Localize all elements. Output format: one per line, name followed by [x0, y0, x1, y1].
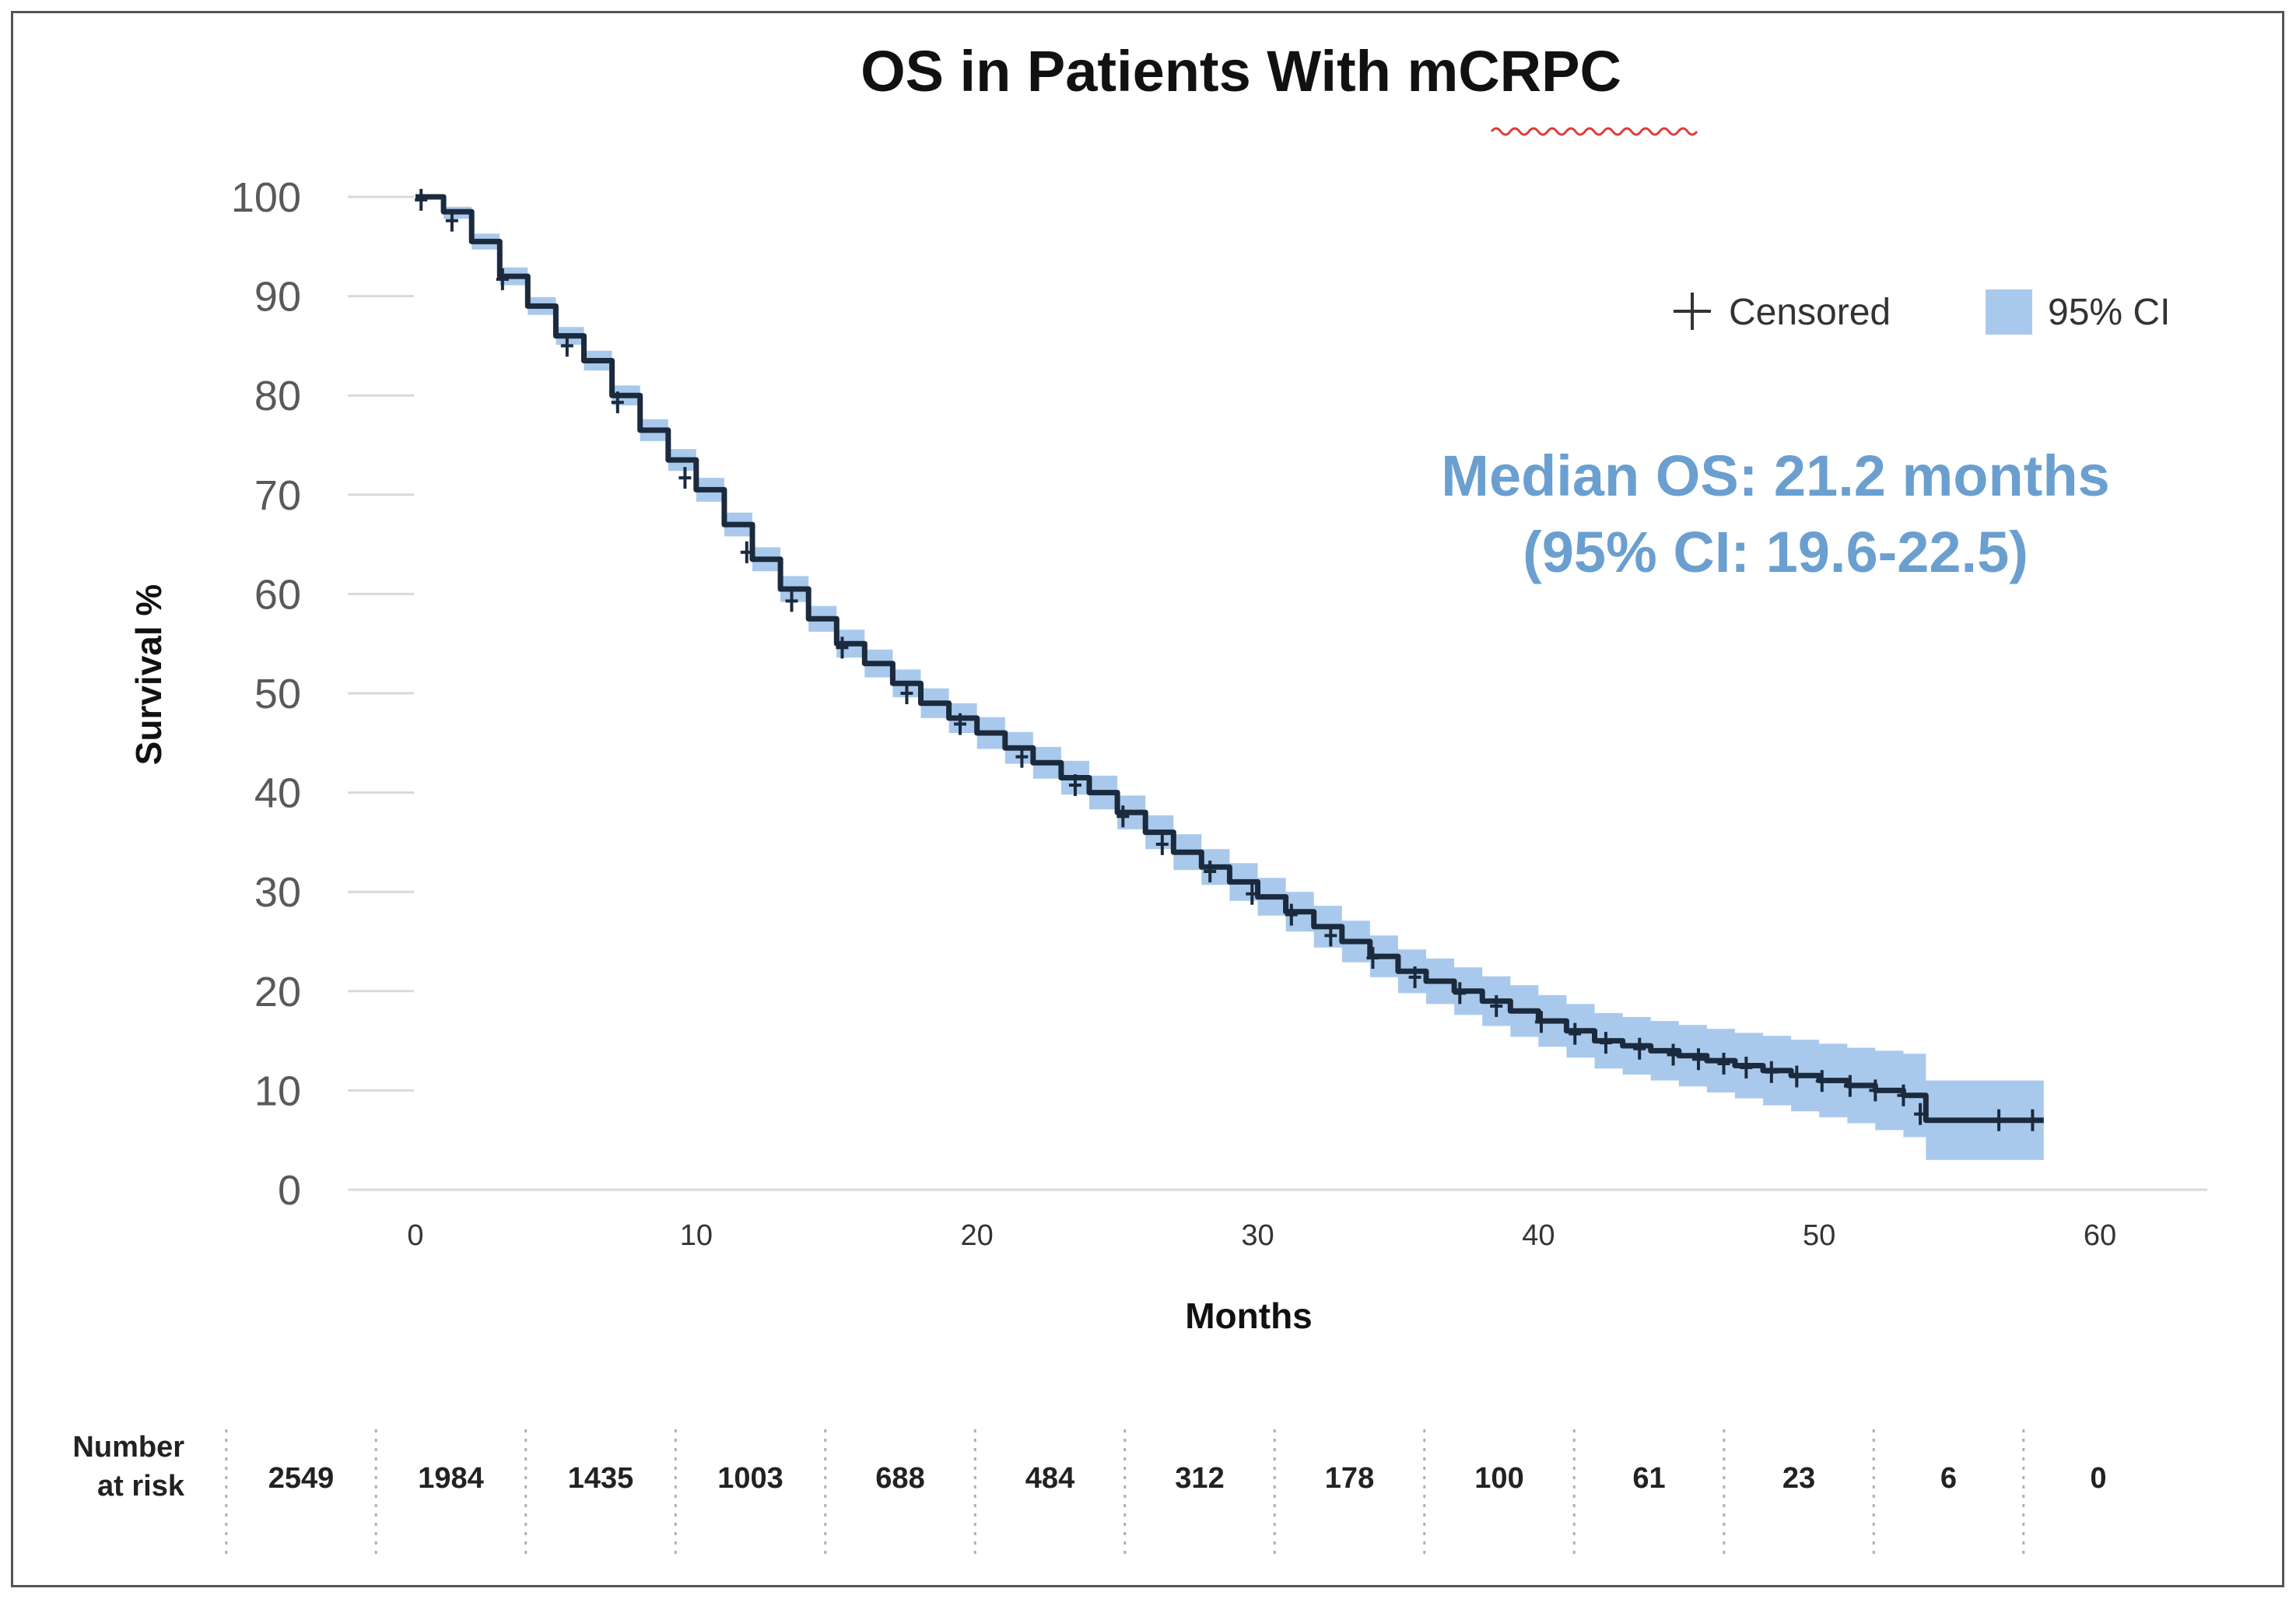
y-tick-90: 90: [254, 274, 301, 321]
legend-censored-marker: [1674, 293, 1711, 330]
gridlines: [348, 195, 2207, 1191]
survival-curve-layer: [415, 194, 2044, 1124]
risk-value: 1984: [418, 1462, 484, 1495]
censor-mark: [496, 268, 509, 290]
censor-mark: [1790, 1065, 1803, 1088]
legend-ci-swatch: [1986, 289, 2032, 335]
censor-mark: [1534, 1011, 1548, 1033]
risk-value: 484: [1025, 1462, 1074, 1495]
x-tick-50: 50: [1803, 1219, 1835, 1252]
risk-value: 61: [1632, 1462, 1665, 1495]
censor-mark: [1897, 1084, 1910, 1106]
censor-marks-layer: [415, 188, 2039, 1131]
censor-mark: [1490, 994, 1503, 1017]
y-tick-80: 80: [254, 373, 301, 419]
risk-value: 312: [1175, 1462, 1224, 1495]
figure-frame: 0 10 20 30 40 50 60 70 80 90 100 0 10 20 30 40 50 60 OS …: [11, 11, 2284, 1587]
censor-mark: [1633, 1037, 1646, 1060]
x-tick-10: 10: [680, 1219, 713, 1252]
y-tick-labels: 0 10 20 30 40 50 60 70 80 90 100: [231, 174, 301, 1214]
risk-value: 688: [875, 1462, 924, 1495]
censor-mark: [1914, 1103, 1927, 1125]
y-tick-0: 0: [278, 1167, 301, 1214]
censor-mark: [1740, 1057, 1753, 1079]
censor-mark: [740, 541, 753, 563]
censor-mark: [1692, 1048, 1705, 1071]
censor-mark: [1869, 1079, 1882, 1102]
spellcheck-underline: [1490, 127, 1698, 136]
censor-mark: [1155, 833, 1169, 855]
censor-mark: [954, 713, 967, 735]
y-tick-70: 70: [254, 472, 301, 519]
risk-value: 100: [1474, 1462, 1523, 1495]
ci-band: [415, 197, 2044, 1160]
ci-band-layer: [415, 197, 2044, 1160]
censor-mark: [1285, 903, 1298, 926]
legend-censored-label: Censored: [1729, 292, 1891, 333]
censor-mark: [1843, 1075, 1856, 1097]
censor-mark: [785, 590, 798, 612]
x-axis-label: Months: [1185, 1296, 1313, 1336]
median-ci-annotation: (95% CI: 19.6-22.5): [1523, 520, 2028, 584]
censor-mark: [611, 391, 624, 414]
censor-mark: [1015, 745, 1029, 768]
survival-curve: [415, 194, 2044, 1124]
censor-mark: [836, 636, 849, 659]
censor-mark: [560, 335, 573, 357]
y-tick-50: 50: [254, 671, 301, 717]
risk-value: 1003: [717, 1462, 783, 1495]
censor-mark: [1324, 924, 1337, 947]
x-tick-20: 20: [961, 1219, 994, 1252]
censor-mark: [2026, 1109, 2039, 1131]
y-tick-20: 20: [254, 969, 301, 1015]
y-tick-10: 10: [254, 1068, 301, 1114]
censor-mark: [1453, 982, 1467, 1005]
x-tick-40: 40: [1522, 1219, 1555, 1252]
censor-mark: [1993, 1109, 2006, 1131]
y-tick-60: 60: [254, 571, 301, 618]
x-tick-labels: 0 10 20 30 40 50 60: [407, 1219, 2116, 1252]
chart-title: OS in Patients With mCRPC: [861, 39, 1621, 103]
x-tick-60: 60: [2084, 1219, 2116, 1252]
censor-mark: [1667, 1043, 1680, 1066]
risk-value: 23: [1782, 1462, 1815, 1495]
y-tick-30: 30: [254, 869, 301, 916]
censor-mark: [900, 682, 913, 704]
y-tick-40: 40: [254, 770, 301, 817]
risk-value: 2549: [268, 1462, 335, 1495]
censor-mark: [1569, 1022, 1582, 1045]
x-tick-30: 30: [1241, 1219, 1274, 1252]
risk-table: Number at risk 2549 1984 1435 1003 688 484 312…: [72, 1429, 2107, 1554]
censor-mark: [415, 188, 428, 211]
risk-value: 178: [1325, 1462, 1374, 1495]
x-tick-0: 0: [407, 1219, 423, 1252]
censor-mark: [445, 209, 458, 232]
censor-mark: [1116, 805, 1130, 828]
censor-mark: [1815, 1070, 1828, 1092]
legend: Censored 95% CI: [1674, 289, 2170, 335]
censor-mark: [1599, 1032, 1612, 1054]
risk-table-label-line1: Number: [72, 1431, 184, 1464]
censor-mark: [1068, 774, 1081, 797]
risk-value: 6: [1940, 1462, 1957, 1495]
legend-ci-label: 95% CI: [2048, 292, 2170, 333]
risk-table-label-line2: at risk: [97, 1470, 185, 1503]
risk-value: 1435: [568, 1462, 634, 1495]
censor-mark: [1765, 1061, 1778, 1083]
y-tick-100: 100: [231, 174, 301, 221]
censor-mark: [1717, 1052, 1730, 1075]
censor-mark: [1204, 861, 1217, 883]
risk-value: 0: [2090, 1462, 2106, 1495]
y-axis-label: Survival %: [128, 584, 169, 766]
censor-mark: [1246, 882, 1259, 905]
censor-mark: [678, 467, 692, 489]
censor-mark: [1408, 966, 1421, 988]
censor-mark: [1366, 947, 1379, 970]
median-os-annotation: Median OS: 21.2 months: [1441, 444, 2109, 508]
